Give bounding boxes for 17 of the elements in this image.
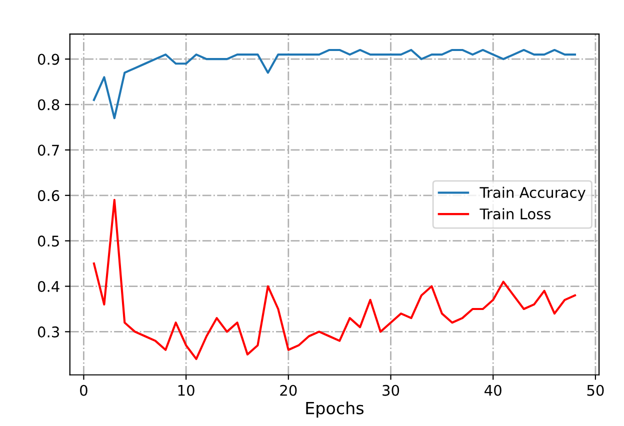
line-series [92, 48, 576, 120]
legend-label: Train Accuracy [480, 186, 586, 201]
y-tick-label: 0.7 [38, 144, 59, 156]
x-tick-label: 0 [80, 384, 88, 396]
y-tick-label: 0.5 [38, 236, 59, 247]
y-tick-label: 0.3 [38, 326, 59, 338]
legend-label: Train Loss [480, 208, 551, 220]
y-tick-label: 0.8 [38, 99, 60, 110]
x-tick-label: 20 [280, 384, 297, 396]
x-tick-label: 40 [484, 384, 502, 396]
x-axis-title: Epochs [306, 401, 364, 418]
y-tick-label: 0.6 [38, 190, 60, 202]
x-tick-label: 30 [382, 384, 400, 396]
y-tick-label: 0.4 [38, 280, 60, 292]
x-tick-label: 10 [178, 384, 194, 396]
y-tick-label: 0.9 [38, 54, 60, 65]
x-tick-label: 50 [587, 384, 604, 396]
